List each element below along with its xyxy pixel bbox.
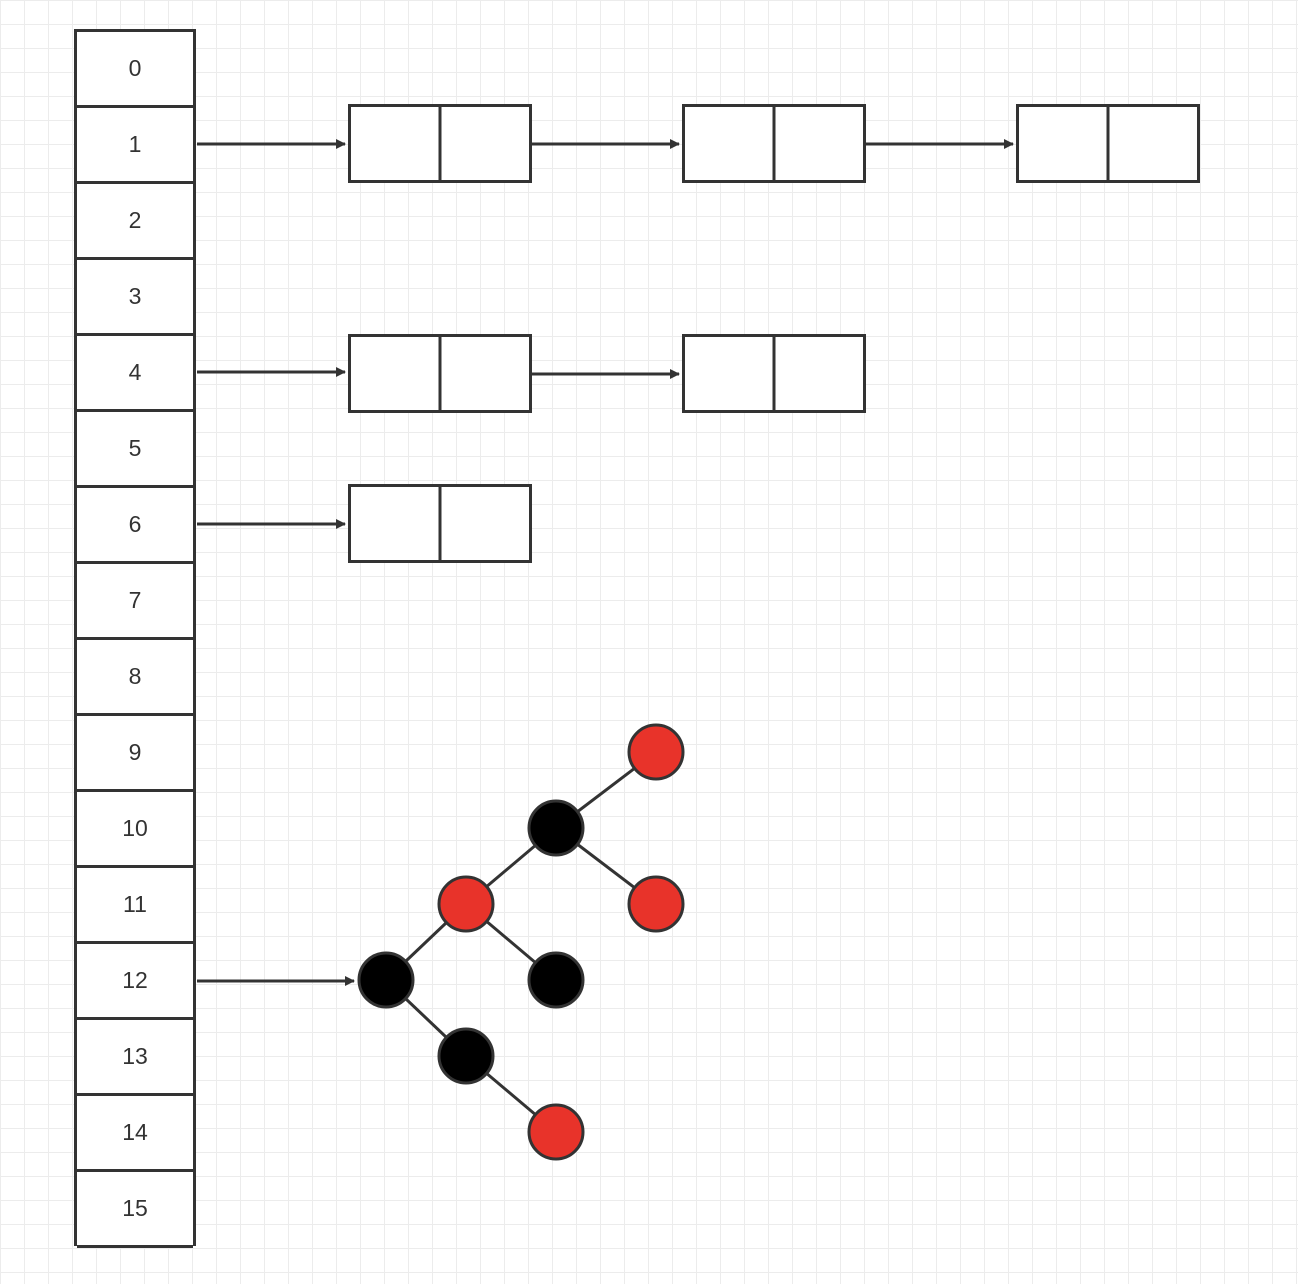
tree-node-black [357, 951, 415, 1009]
tree-node-black [437, 1027, 495, 1085]
bucket-8: 8 [77, 640, 193, 716]
tree-node-black [527, 951, 585, 1009]
red-black-tree-bucket-12 [197, 723, 685, 1161]
bucket-index: 14 [122, 1119, 148, 1145]
bucket-index: 10 [122, 815, 148, 841]
bucket-11: 11 [77, 868, 193, 944]
list-node [348, 104, 532, 183]
hash-bucket-array: 0 1 2 3 4 5 6 7 8 9 10 11 12 13 14 15 [74, 29, 196, 1248]
bucket-index: 7 [128, 587, 142, 613]
bucket-index: 5 [128, 435, 142, 461]
list-node [682, 334, 866, 413]
bucket-index: 13 [122, 1043, 148, 1069]
list-node [348, 484, 532, 563]
bucket-index: 11 [123, 891, 147, 917]
bucket-index: 9 [128, 739, 142, 765]
tree-node-red [527, 1103, 585, 1161]
bucket-0: 0 [77, 32, 193, 108]
chain-bucket-4 [197, 334, 866, 413]
chain-bucket-1 [197, 104, 1200, 183]
tree-node-red [627, 875, 685, 933]
list-node [348, 334, 532, 413]
bucket-index: 3 [128, 283, 142, 309]
bucket-index: 15 [122, 1195, 148, 1221]
bucket-index: 8 [128, 663, 142, 689]
bucket-index: 2 [128, 207, 142, 233]
bucket-9: 9 [77, 716, 193, 792]
bucket-6: 6 [77, 488, 193, 564]
bucket-5: 5 [77, 412, 193, 488]
bucket-15: 15 [77, 1172, 193, 1248]
bucket-14: 14 [77, 1096, 193, 1172]
bucket-index: 6 [128, 511, 142, 537]
bucket-index: 1 [128, 131, 142, 157]
bucket-index: 4 [128, 359, 142, 385]
tree-node-red [437, 875, 495, 933]
bucket-2: 2 [77, 184, 193, 260]
bucket-10: 10 [77, 792, 193, 868]
list-node [1016, 104, 1200, 183]
bucket-12: 12 [77, 944, 193, 1020]
tree-node-red [627, 723, 685, 781]
bucket-1: 1 [77, 108, 193, 184]
bucket-3: 3 [77, 260, 193, 336]
chain-bucket-6 [197, 484, 532, 563]
bucket-13: 13 [77, 1020, 193, 1096]
tree-node-black [527, 799, 585, 857]
bucket-index: 12 [122, 967, 148, 993]
list-node [682, 104, 866, 183]
bucket-index: 0 [128, 55, 142, 81]
bucket-4: 4 [77, 336, 193, 412]
bucket-7: 7 [77, 564, 193, 640]
